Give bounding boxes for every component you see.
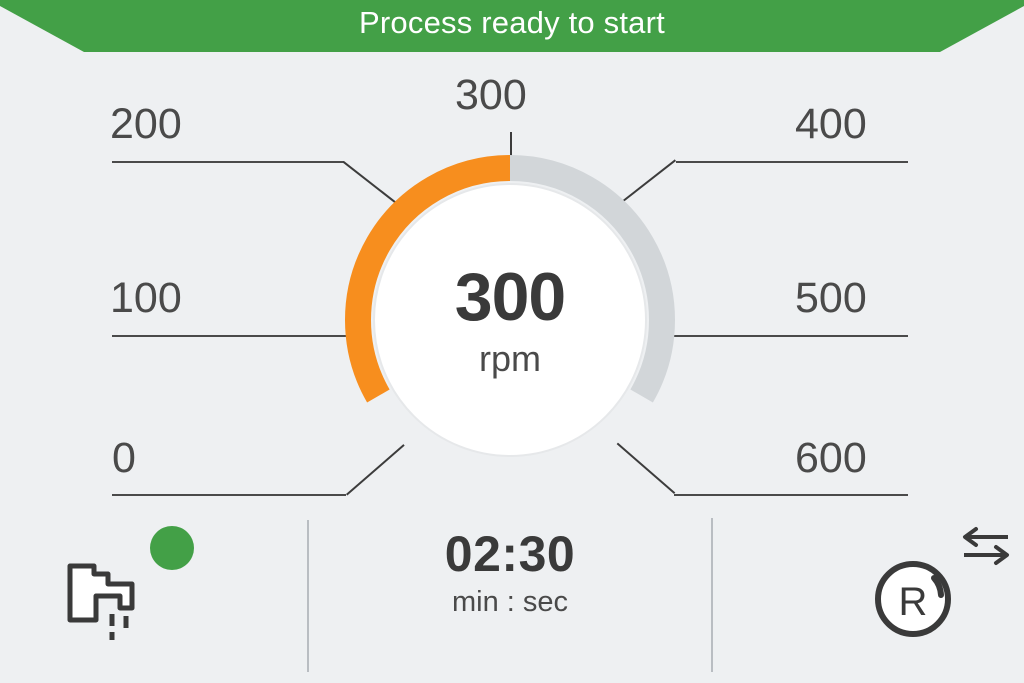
speed-gauge[interactable]: 300 rpm [340, 150, 680, 490]
bidirectional-arrows-icon[interactable] [958, 524, 1014, 568]
gauge-arc-svg [345, 155, 675, 457]
gauge-tick-line-600 [674, 494, 908, 496]
gauge-tick-line-400 [676, 161, 908, 163]
rotation-r-icon[interactable]: R [872, 558, 954, 640]
timer-unit-label: min : sec [451, 585, 569, 618]
gauge-tick-label-0: 0 [112, 434, 136, 482]
gauge-readout: 300 rpm [340, 150, 680, 490]
gauge-inner-disc [373, 183, 647, 457]
rotation-mode-label: R [899, 580, 928, 624]
gauge-value-arc [345, 155, 511, 403]
gauge-tick-label-500: 500 [795, 274, 867, 322]
footer-divider-right [711, 518, 713, 672]
faucet-icon[interactable] [64, 556, 148, 644]
gauge-tick-label-300: 300 [455, 71, 527, 119]
gauge-tick-line-300 [510, 132, 512, 172]
gauge-tick-line-100 [112, 335, 349, 337]
footer-divider-left [307, 520, 309, 672]
timer-block[interactable]: 02:30 min : sec [355, 528, 665, 619]
gauge-tick-line-0 [112, 494, 346, 496]
gauge-tick-label-600: 600 [795, 434, 867, 482]
timer-value: 02:30 [444, 526, 576, 582]
gauge-tick-label-400: 400 [795, 100, 867, 148]
status-banner [0, 0, 1024, 52]
gauge-tick-label-100: 100 [110, 274, 182, 322]
gauge-track-arc [509, 155, 675, 403]
gauge-tick-line-200 [112, 161, 344, 163]
gauge-unit-text: rpm [479, 338, 541, 379]
status-banner-label: Process ready to start [359, 5, 665, 40]
gauge-tick-line-500 [671, 335, 908, 337]
gauge-value-text: 300 [454, 259, 566, 335]
gauge-tick-label-200: 200 [110, 100, 182, 148]
water-status-indicator [150, 526, 194, 570]
